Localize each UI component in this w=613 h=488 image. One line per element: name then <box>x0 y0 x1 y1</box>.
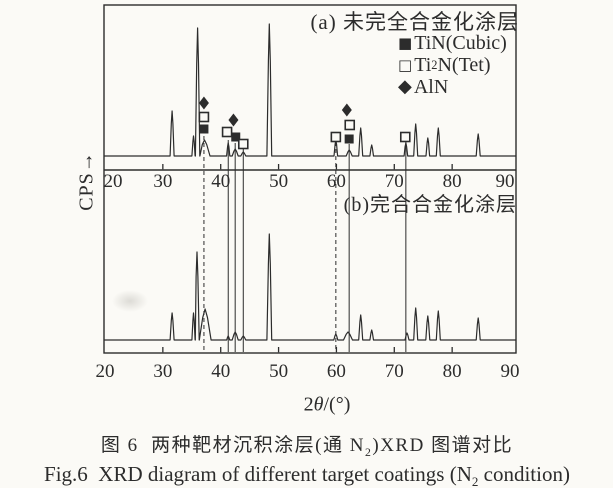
mid-axis-tick-labels: 20 30 40 50 60 70 80 90 <box>0 171 613 192</box>
caption-english-pre: Fig.6 XRD diagram of different target co… <box>44 462 472 486</box>
legend: ■ TiN(Cubic) □ Ti 2 N(Tet) ◆ AlN <box>398 32 507 98</box>
legend-item-label: AlN <box>413 75 449 98</box>
open-square-marker-icon <box>198 111 210 123</box>
caption-english-post: condition) <box>478 462 570 486</box>
x-tick-label: 50 <box>269 171 289 192</box>
open-square-icon: □ <box>398 55 413 74</box>
x-tick-label: 60 <box>326 171 346 192</box>
filled-square-marker-icon <box>199 124 209 134</box>
x-tick-label: 30 <box>153 171 173 192</box>
filled-square-icon: ■ <box>398 33 413 52</box>
filled-square-marker-icon <box>231 132 241 142</box>
x-tick-label: 90 <box>500 361 520 382</box>
caption-chinese: 图 6 两种靶材沉积涂层(通 N2)XRD 图谱对比 <box>101 430 513 460</box>
x-tick-label: 40 <box>211 171 231 192</box>
theta-symbol: θ <box>313 393 324 416</box>
x-tick-label: 50 <box>269 361 289 382</box>
legend-item-aln: ◆ AlN <box>398 76 507 98</box>
x-axis-label: 2θ/(°) <box>304 394 351 417</box>
filled-diamond-marker-icon <box>341 103 352 117</box>
panel-b-label: (b)完合合金化涂层 <box>343 194 517 216</box>
caption-chinese-pre: 图 6 两种靶材沉积涂层(通 N <box>100 435 365 456</box>
filled-square-marker-icon <box>344 134 354 144</box>
x-tick-label: 90 <box>495 171 515 192</box>
x-axis-label-post: /(°) <box>323 393 351 416</box>
x-tick-label: 20 <box>103 171 123 192</box>
panel-a-title: (a) 未完全合金化涂层 <box>310 10 519 34</box>
bottom-axis-tick-labels: 20 30 40 50 60 70 80 90 <box>0 361 613 382</box>
filled-diamond-marker-icon <box>228 113 239 127</box>
open-square-marker-icon <box>221 126 233 138</box>
caption-chinese-post: )XRD 图谱对比 <box>372 435 514 456</box>
scan-smudge <box>112 290 148 312</box>
x-tick-label: 80 <box>442 171 462 192</box>
open-square-marker-icon <box>237 138 249 150</box>
x-tick-label: 70 <box>384 361 404 382</box>
x-axis-label-pre: 2 <box>303 393 314 416</box>
filled-diamond-marker-icon <box>198 96 209 110</box>
open-square-marker-icon <box>330 131 342 143</box>
filled-diamond-icon: ◆ <box>398 76 412 97</box>
legend-item-label-rest: N(Tet) <box>437 53 491 76</box>
xrd-trace-panel-b <box>104 233 516 341</box>
x-tick-label: 70 <box>384 171 404 192</box>
caption-english: Fig.6 XRD diagram of different target co… <box>44 462 570 488</box>
open-square-marker-icon <box>399 131 411 143</box>
x-tick-label: 60 <box>326 361 346 382</box>
caption-chinese-sub: 2 <box>364 445 373 459</box>
x-tick-label: 20 <box>95 361 115 382</box>
up-arrow-icon: → <box>75 151 98 173</box>
legend-item-ti2n: □ Ti 2 N(Tet) <box>398 54 507 76</box>
legend-item-label: Ti <box>414 53 432 76</box>
x-tick-label: 40 <box>211 361 231 382</box>
open-square-marker-icon <box>344 119 356 131</box>
x-tick-label: 80 <box>442 361 462 382</box>
legend-item-label: TiN(Cubic) <box>414 31 507 54</box>
plot-frame <box>103 4 517 354</box>
x-tick-label: 30 <box>153 361 173 382</box>
legend-item-tin: ■ TiN(Cubic) <box>398 32 507 54</box>
legend-item-subscript: 2 <box>431 57 438 72</box>
caption-english-sub: 2 <box>471 474 479 488</box>
